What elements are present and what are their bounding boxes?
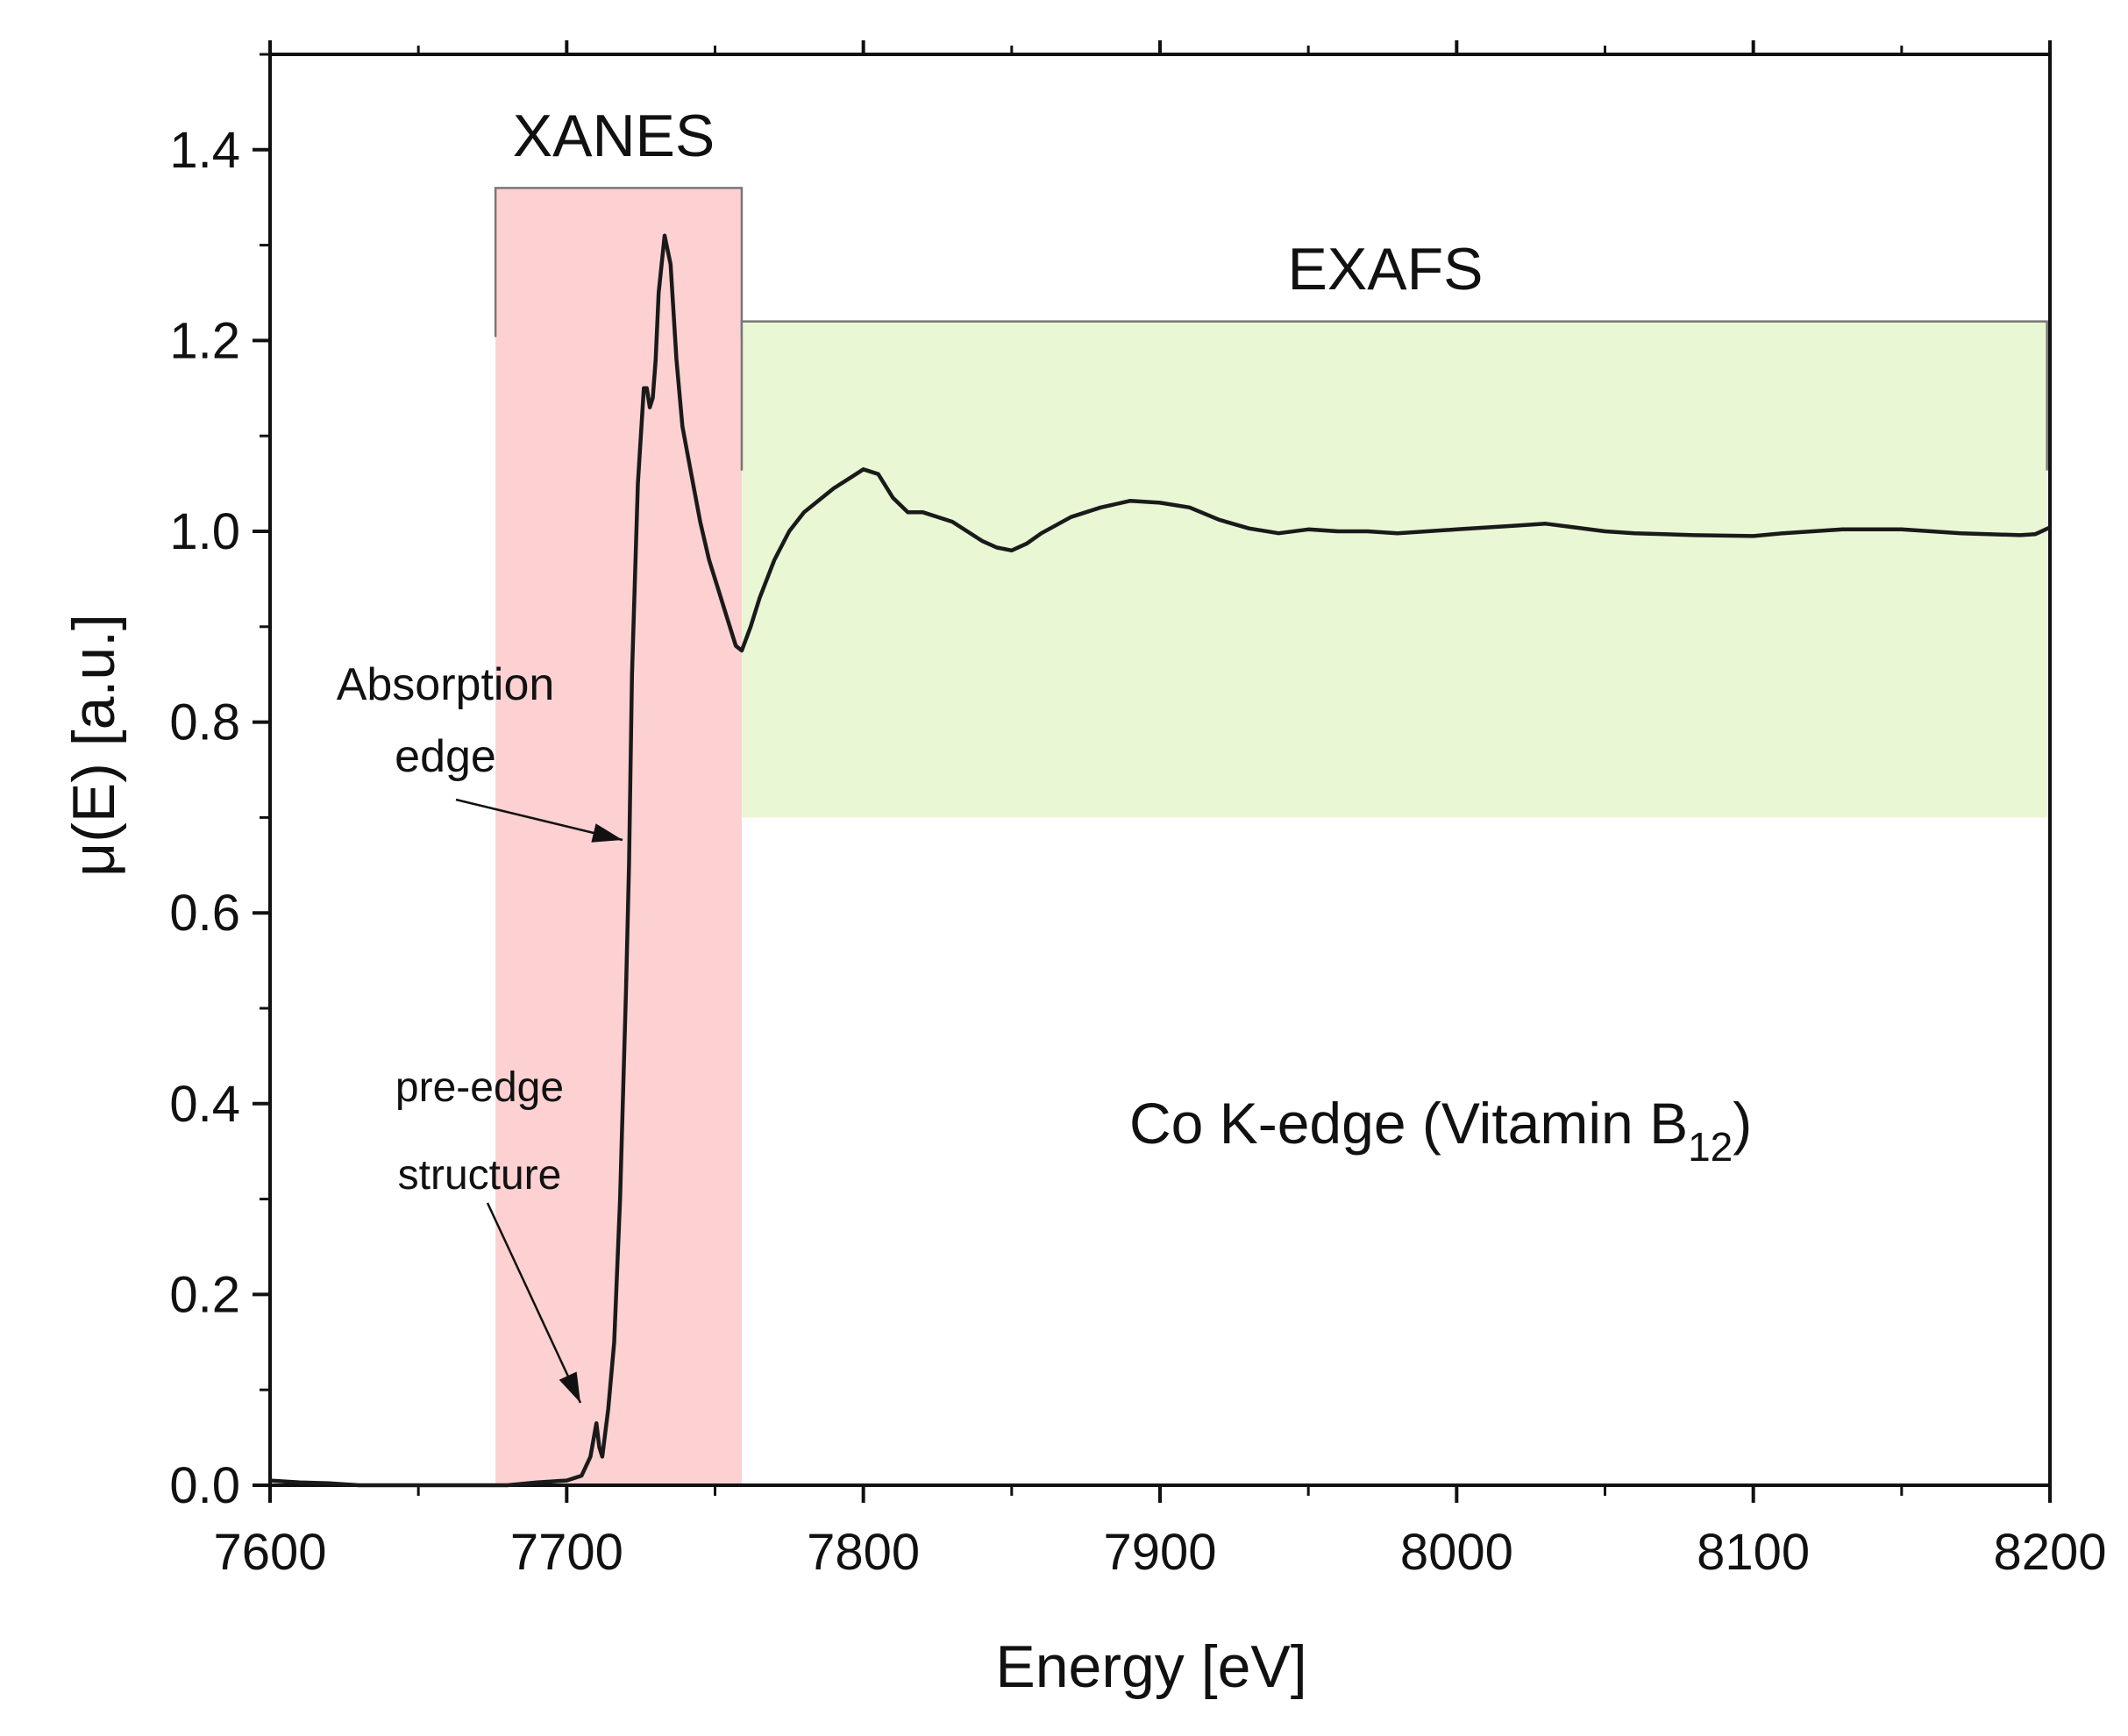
xanes-label: XANES — [513, 103, 715, 169]
pre-edge-label-line2: structure — [398, 1152, 562, 1199]
x-tick-label: 8100 — [1697, 1524, 1810, 1581]
absorption-edge-arrow-head — [591, 823, 623, 843]
xanes-bracket — [494, 187, 744, 338]
y-tick-label: 1.2 — [169, 312, 240, 369]
x-tick-label: 7700 — [510, 1524, 623, 1581]
y-tick-label: 0.4 — [169, 1076, 240, 1133]
x-tick-label: 7900 — [1103, 1524, 1216, 1581]
exafs-region — [741, 321, 2047, 818]
sample-label-subscript: 12 — [1688, 1124, 1733, 1170]
x-tick-label: 7800 — [807, 1524, 920, 1581]
x-tick-label: 7600 — [213, 1524, 326, 1581]
spectrum-curve-layer — [269, 233, 2051, 1488]
x-tick-label: 8200 — [1993, 1524, 2106, 1581]
sample-label: Co K-edge (Vitamin B12) — [1129, 1091, 1752, 1170]
sample-label-suffix: ) — [1733, 1091, 1752, 1156]
pre-edge-arrow-shaft — [486, 1202, 582, 1404]
xanes-region — [495, 188, 742, 1485]
spectrum-line — [269, 233, 2051, 1488]
annotations-layer — [455, 798, 623, 1404]
exafs-label: EXAFS — [1288, 236, 1484, 302]
pre-edge-label-line1: pre-edge — [395, 1064, 564, 1111]
regions-layer — [494, 187, 2048, 1485]
y-tick-label: 1.4 — [169, 122, 240, 179]
sample-label-main: Co K-edge (Vitamin B — [1129, 1091, 1688, 1156]
y-tick-label: 1.0 — [169, 503, 240, 560]
absorption-edge-label-line1: Absorption — [337, 659, 555, 710]
y-tick-label: 0.0 — [169, 1457, 240, 1514]
y-tick-label: 0.6 — [169, 885, 240, 942]
y-axis-title: μ(E) [a.u.] — [60, 614, 127, 877]
x-tick-label: 8000 — [1400, 1524, 1513, 1581]
absorption-edge-label-line2: edge — [395, 731, 496, 782]
y-tick-label: 0.8 — [169, 694, 240, 751]
exafs-bracket — [740, 320, 2048, 471]
pre-edge-arrow-head — [559, 1371, 580, 1403]
axis-ticks: 7600 7700 7800 7900 8000 8100 8200 0.0 0.2 0.4 0.6… — [169, 40, 2107, 1581]
y-tick-label: 0.2 — [169, 1266, 240, 1323]
x-axis-title: Energy [eV] — [995, 1633, 1306, 1700]
